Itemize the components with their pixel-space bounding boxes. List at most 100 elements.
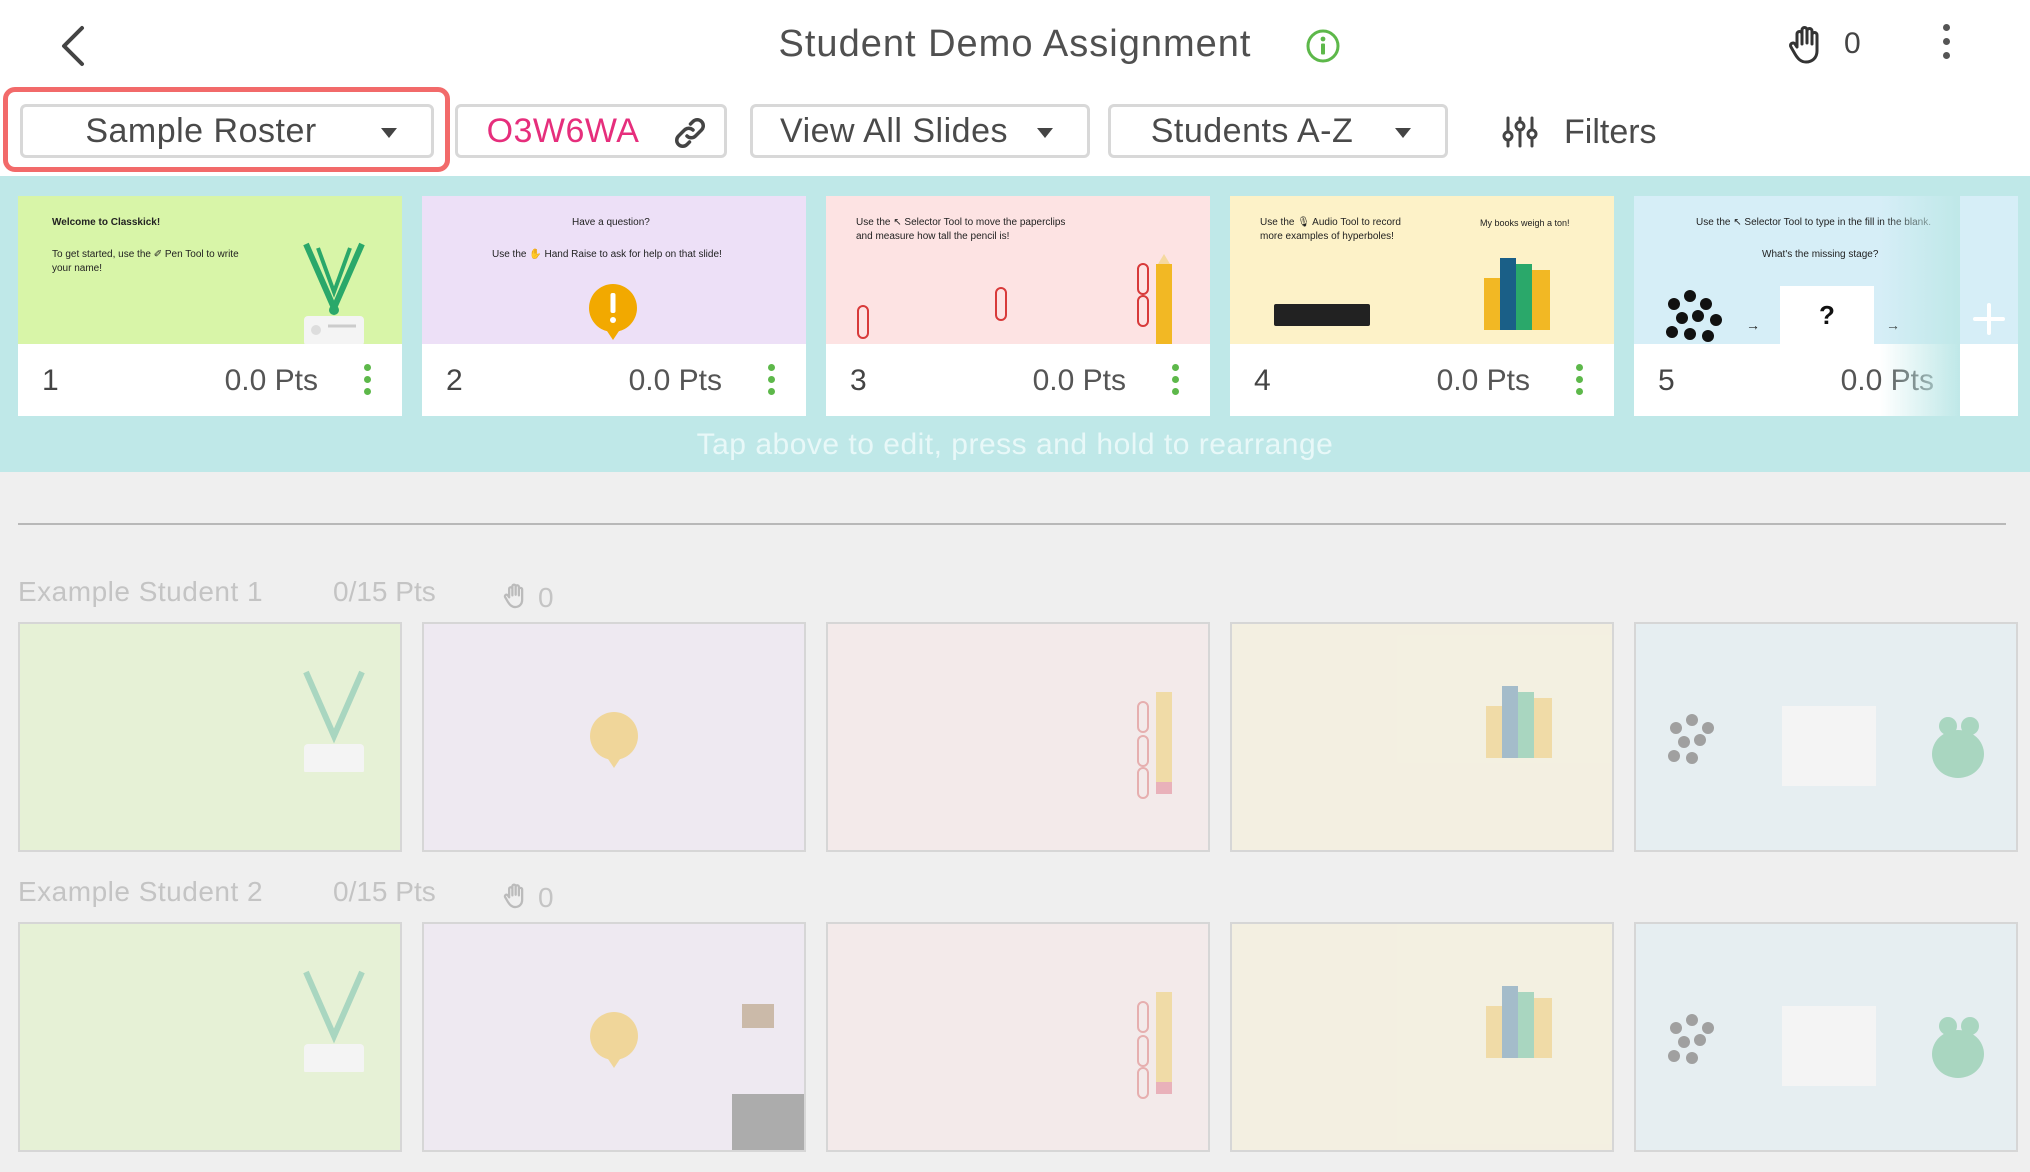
pencil-icon xyxy=(1137,692,1172,799)
student-slide-card[interactable] xyxy=(18,622,402,852)
lanyard-badge-icon xyxy=(303,242,365,344)
slide-preview xyxy=(828,624,1208,850)
student-slide-card[interactable] xyxy=(826,622,1210,852)
hand-raise-count: 0 xyxy=(1844,27,1861,60)
student-slide-card[interactable] xyxy=(1230,622,1614,852)
rearrange-hint: Tap above to edit, press and hold to rea… xyxy=(696,428,1334,461)
slide-thumbnail-1[interactable]: Welcome to Classkick! To get started, us… xyxy=(18,196,402,416)
slide-text: your name! xyxy=(52,263,103,274)
frog-icon xyxy=(1932,1017,1984,1078)
student-slide-card[interactable] xyxy=(422,622,806,852)
slide-points: 0.0 Pts xyxy=(628,364,722,397)
lanyard-badge-icon xyxy=(303,970,365,1072)
chevron-down-icon xyxy=(1395,128,1411,138)
student-name[interactable]: Example Student 1 xyxy=(18,576,264,607)
more-menu-icon[interactable] xyxy=(1936,24,1956,68)
paperclip-icon xyxy=(857,305,869,339)
books-icon xyxy=(1486,686,1552,758)
back-arrow-icon[interactable] xyxy=(54,20,98,72)
slide-preview: Use the 🎙 Audio Tool to record more exam… xyxy=(1230,196,1614,344)
slide-text: and measure how tall the pencil is! xyxy=(856,231,1010,242)
roster-label: Sample Roster xyxy=(85,112,317,150)
student-slide-card[interactable] xyxy=(1634,922,2018,1152)
hand-raise-icon[interactable] xyxy=(1786,24,1826,66)
hand-raise-icon xyxy=(503,883,524,909)
slide-number: 1 xyxy=(42,364,59,397)
info-icon[interactable] xyxy=(1305,28,1341,64)
slide-thumbnail-4[interactable]: Use the 🎙 Audio Tool to record more exam… xyxy=(1230,196,1614,416)
page-title: Student Demo Assignment xyxy=(778,23,1252,65)
class-code-button[interactable]: O3W6WA xyxy=(455,104,727,158)
slide-preview xyxy=(20,624,400,850)
slide-text: Have a question? xyxy=(572,217,650,228)
student-name[interactable]: Example Student 2 xyxy=(18,876,264,907)
view-slides-dropdown[interactable]: View All Slides xyxy=(750,104,1090,158)
slide-preview xyxy=(828,924,1208,1150)
slide-text: To get started, use the ✐ Pen Tool to wr… xyxy=(52,249,239,260)
slide-preview xyxy=(424,924,804,1150)
view-slides-label: View All Slides xyxy=(780,112,1008,150)
slide-points: 0.0 Pts xyxy=(224,364,318,397)
slide-menu-icon[interactable] xyxy=(1172,364,1180,400)
alert-bubble-icon xyxy=(590,712,638,768)
roster-dropdown[interactable]: Sample Roster xyxy=(20,104,434,158)
paperclip-icon xyxy=(995,287,1007,321)
eggs-cluster-icon xyxy=(1668,714,1714,764)
audio-player-icon xyxy=(1274,304,1370,326)
slide-number: 5 xyxy=(1658,364,1675,397)
slide-number: 3 xyxy=(850,364,867,397)
slide-thumbnail-2[interactable]: Have a question? Use the ✋ Hand Raise to… xyxy=(422,196,806,416)
frog-icon xyxy=(1932,717,1984,778)
lanyard-badge-icon xyxy=(303,670,365,772)
hand-raise-icon xyxy=(503,583,524,609)
student-hand-count: 0 xyxy=(538,882,554,913)
student-score: 0/15 Pts xyxy=(333,576,436,607)
slide-text: My books weigh a ton! xyxy=(1480,218,1570,228)
books-icon xyxy=(1486,986,1552,1058)
class-code: O3W6WA xyxy=(486,112,640,150)
slide-preview: Welcome to Classkick! To get started, us… xyxy=(18,196,402,344)
slide-menu-icon[interactable] xyxy=(1576,364,1584,400)
filters-label: Filters xyxy=(1564,113,1657,151)
eggs-cluster-icon xyxy=(1666,290,1722,342)
student-slide-card[interactable] xyxy=(18,922,402,1152)
missing-stage-box: ? xyxy=(1780,286,1874,344)
slide-preview xyxy=(424,624,804,850)
student-score: 0/15 Pts xyxy=(333,876,436,907)
slide-menu-icon[interactable] xyxy=(768,364,776,400)
missing-stage-box xyxy=(1782,1006,1876,1086)
student-slide-card[interactable] xyxy=(826,922,1210,1152)
missing-stage-box xyxy=(1782,706,1876,786)
student-work-area xyxy=(0,472,2030,1172)
strip-fade xyxy=(1880,196,1960,416)
slide-number: 2 xyxy=(446,364,463,397)
student-photo-thumbnail xyxy=(742,1004,774,1028)
divider xyxy=(18,523,2006,525)
slide-thumbnail-5[interactable]: Use the ↖ Selector Tool to type in the f… xyxy=(1634,196,2018,416)
slide-number: 4 xyxy=(1254,364,1271,397)
sort-dropdown[interactable]: Students A-Z xyxy=(1108,104,1448,158)
slide-thumbnail-3[interactable]: Use the ↖ Selector Tool to move the pape… xyxy=(826,196,1210,416)
student-slide-card[interactable] xyxy=(1230,922,1614,1152)
slide-preview xyxy=(1636,624,2016,850)
pencil-icon xyxy=(1137,254,1172,344)
sort-label: Students A-Z xyxy=(1150,112,1354,150)
slide-points: 0.0 Pts xyxy=(1032,364,1126,397)
alert-bubble-icon xyxy=(589,284,637,340)
slide-menu-icon[interactable] xyxy=(364,364,372,400)
slide-preview xyxy=(1232,624,1612,850)
pencil-icon xyxy=(1137,992,1172,1099)
slide-preview: Have a question? Use the ✋ Hand Raise to… xyxy=(422,196,806,344)
slide-preview xyxy=(20,924,400,1150)
pen-tool-badge-icon xyxy=(732,1094,804,1150)
slide-preview: Use the ↖ Selector Tool to type in the f… xyxy=(1634,196,2018,344)
slide-text: more examples of hyperboles! xyxy=(1260,231,1394,242)
student-slide-card[interactable] xyxy=(1634,622,2018,852)
chevron-down-icon xyxy=(1037,128,1053,138)
add-slide-icon[interactable] xyxy=(1972,302,2006,336)
slide-text: Use the ↖ Selector Tool to type in the f… xyxy=(1696,217,1931,228)
slide-preview xyxy=(1636,924,2016,1150)
alert-bubble-icon xyxy=(590,1012,638,1068)
student-slide-card[interactable] xyxy=(422,922,806,1152)
slide-text: Use the ↖ Selector Tool to move the pape… xyxy=(856,217,1066,228)
